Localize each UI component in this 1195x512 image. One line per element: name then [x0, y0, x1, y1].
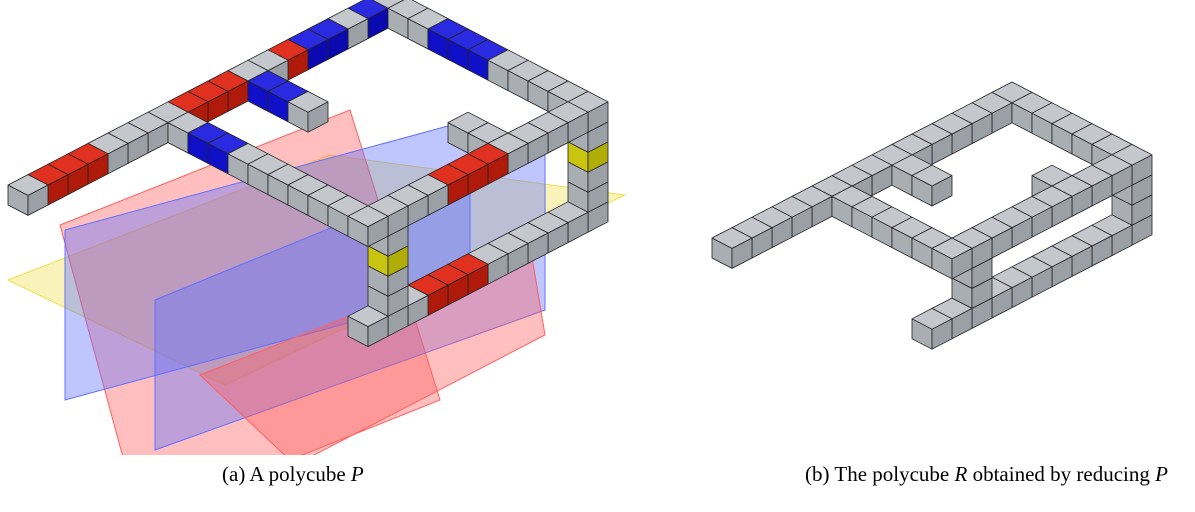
caption-label: (a)	[222, 462, 245, 486]
caption-label: (b)	[805, 462, 830, 486]
polycube-drawings	[0, 0, 1195, 455]
caption-text: A polycube	[249, 462, 345, 486]
caption-a: (a) A polycube P	[222, 462, 364, 487]
caption-b: (b) The polycube R obtained by reducing …	[805, 462, 1168, 487]
caption-text: obtained by reducing	[973, 462, 1150, 486]
caption-text: The polycube	[834, 462, 949, 486]
figure: (a) A polycube P (b) The polycube R obta…	[0, 0, 1195, 512]
caption-symbol: P	[351, 462, 364, 486]
caption-symbol: P	[1155, 462, 1168, 486]
caption-symbol: R	[955, 462, 968, 486]
